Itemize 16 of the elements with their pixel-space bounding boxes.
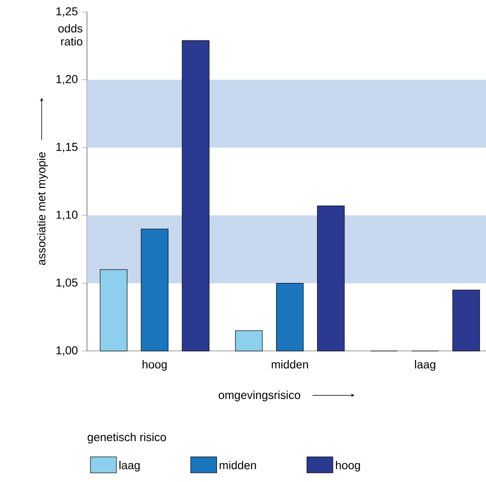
x-tick-label: hoog: [142, 360, 167, 371]
legend-label: midden: [220, 460, 256, 470]
y-tick-label: 1,25: [56, 7, 78, 17]
y-tick-label: 1,10: [56, 210, 78, 220]
y-axis-title: associatie met myopie: [37, 152, 48, 265]
legend-label: laag: [119, 460, 140, 472]
legend-title: genetisch risico: [88, 432, 166, 444]
y-tick-label: 1,15: [56, 142, 78, 152]
text: odds ratio: [58, 24, 82, 46]
x-axis-title: omgevingsrisico: [218, 390, 300, 402]
y-tick-label: 1,00: [56, 346, 78, 356]
y-tick-label: 1,20: [56, 75, 78, 85]
x-tick-label: midden: [272, 360, 308, 368]
x-tick-label: laag: [415, 360, 436, 371]
legend-label: hoog: [336, 460, 360, 472]
y-tick-label: 1,05: [56, 278, 78, 288]
